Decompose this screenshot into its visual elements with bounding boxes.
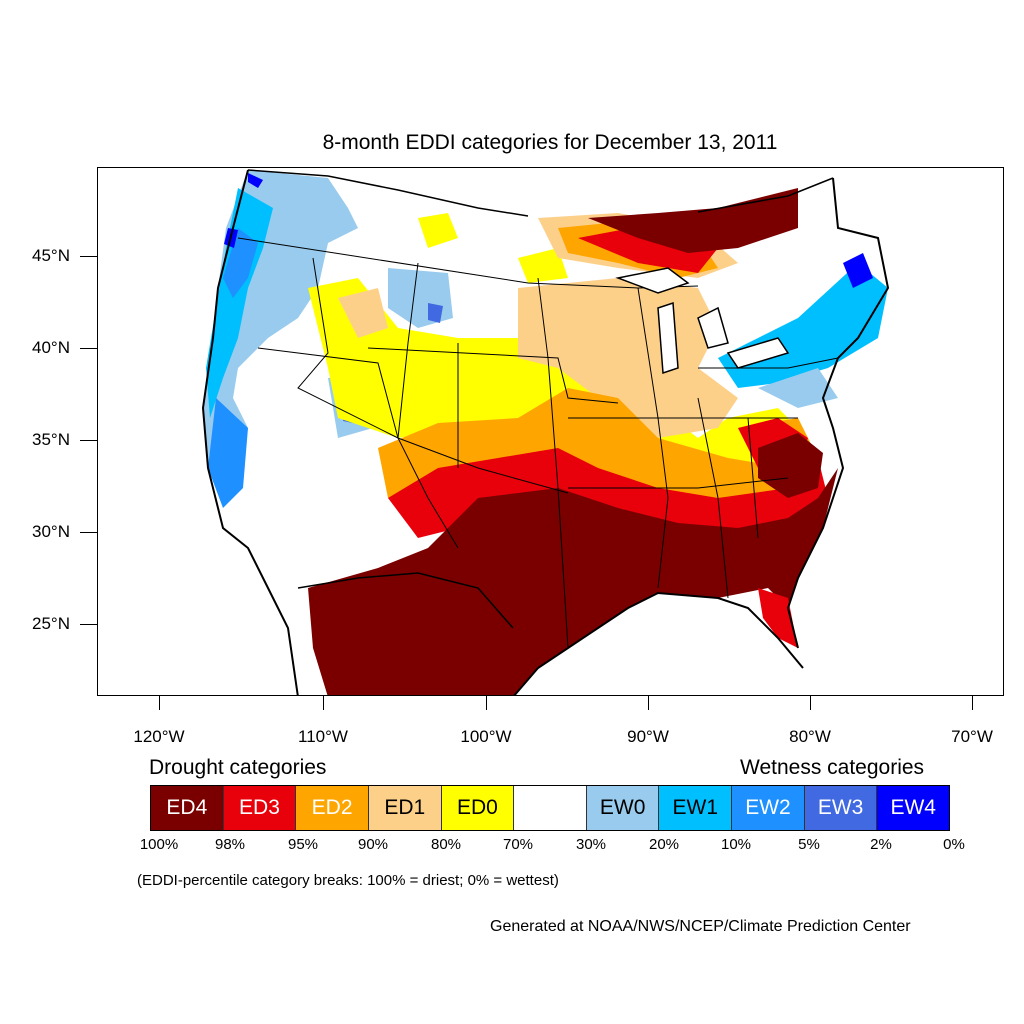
credit-line: Generated at NOAA/NWS/NCEP/Climate Predi…	[490, 918, 911, 935]
lon-label-90: 90°W	[627, 727, 669, 746]
break-label: 100%	[139, 836, 179, 853]
ed1-montana	[338, 288, 388, 338]
coastline	[201, 169, 890, 695]
ed4-south	[308, 468, 838, 695]
break-label: 0%	[943, 836, 965, 853]
ed3-band	[388, 448, 828, 548]
ew-northeast-core	[843, 253, 873, 288]
lat-tick	[80, 440, 97, 441]
state-boundaries	[237, 237, 839, 649]
ed1-east	[618, 368, 738, 438]
map-panel	[97, 167, 1004, 696]
lat-tick	[80, 256, 97, 257]
lon-tick	[648, 696, 649, 710]
ew-montana-core	[428, 303, 443, 323]
canada-border	[247, 169, 834, 217]
great-lakes	[615, 267, 790, 375]
lat-tick	[80, 624, 97, 625]
legend-box-ed1: ED1	[368, 786, 442, 830]
category-legend-bar: ED4 ED3 ED2 ED1 ED0 EW0 EW1 EW2 EW3 EW4	[150, 785, 950, 831]
breaks-note: (EDDI-percentile category breaks: 100% =…	[137, 872, 559, 889]
lon-tick	[486, 696, 487, 710]
eddi-map	[201, 169, 890, 695]
legend-box-neutral	[514, 786, 587, 830]
break-label: 90%	[357, 836, 389, 853]
ed4-florida	[758, 588, 798, 648]
legend-box-ew4: EW4	[877, 786, 950, 830]
legend-box-ed3: ED3	[223, 786, 297, 830]
lon-label-80: 80°W	[789, 727, 831, 746]
legend-box-ew1: EW1	[659, 786, 733, 830]
lon-label-70: 70°W	[951, 727, 993, 746]
lat-tick	[80, 532, 97, 533]
lon-tick	[159, 696, 160, 710]
lon-tick	[323, 696, 324, 710]
lat-label-25: 25°N	[32, 614, 70, 633]
break-label: 2%	[870, 836, 892, 853]
ew4-seattle	[224, 173, 263, 248]
break-label: 20%	[648, 836, 680, 853]
lon-label-100: 100°W	[460, 727, 512, 746]
lat-label-40: 40°N	[32, 338, 70, 357]
ew-ca-blue	[208, 398, 248, 508]
lon-label-120: 120°W	[133, 727, 185, 746]
break-label: 5%	[798, 836, 820, 853]
break-label: 70%	[502, 836, 534, 853]
legend-box-ed0: ED0	[441, 786, 515, 830]
lat-label-30: 30°N	[32, 522, 70, 541]
legend-box-ew3: EW3	[804, 786, 878, 830]
break-label: 80%	[430, 836, 462, 853]
mexico-border	[297, 572, 514, 629]
map-title: 8-month EDDI categories for December 13,…	[322, 131, 778, 154]
break-label: 98%	[214, 836, 246, 853]
break-label: 10%	[720, 836, 752, 853]
lat-label-35: 35°N	[32, 430, 70, 449]
ed0-belt	[308, 278, 798, 468]
ew2-coast	[223, 228, 258, 298]
ew-ne-light	[758, 368, 838, 408]
ed0-north	[418, 213, 568, 283]
lat-label-45: 45°N	[32, 246, 70, 265]
ed4-southeast	[758, 433, 823, 498]
wetness-categories-heading: Wetness categories	[740, 756, 925, 779]
legend-box-ed4: ED4	[151, 786, 224, 830]
lat-tick	[80, 348, 97, 349]
legend-box-ew0: EW0	[586, 786, 660, 830]
drought-categories-heading: Drought categories	[149, 756, 327, 779]
legend-box-ed2: ED2	[296, 786, 369, 830]
legend-box-ew2: EW2	[732, 786, 805, 830]
break-label: 30%	[575, 836, 607, 853]
lon-label-110: 110°W	[298, 727, 348, 746]
lon-tick	[810, 696, 811, 710]
break-label: 95%	[287, 836, 319, 853]
lon-tick	[972, 696, 973, 710]
